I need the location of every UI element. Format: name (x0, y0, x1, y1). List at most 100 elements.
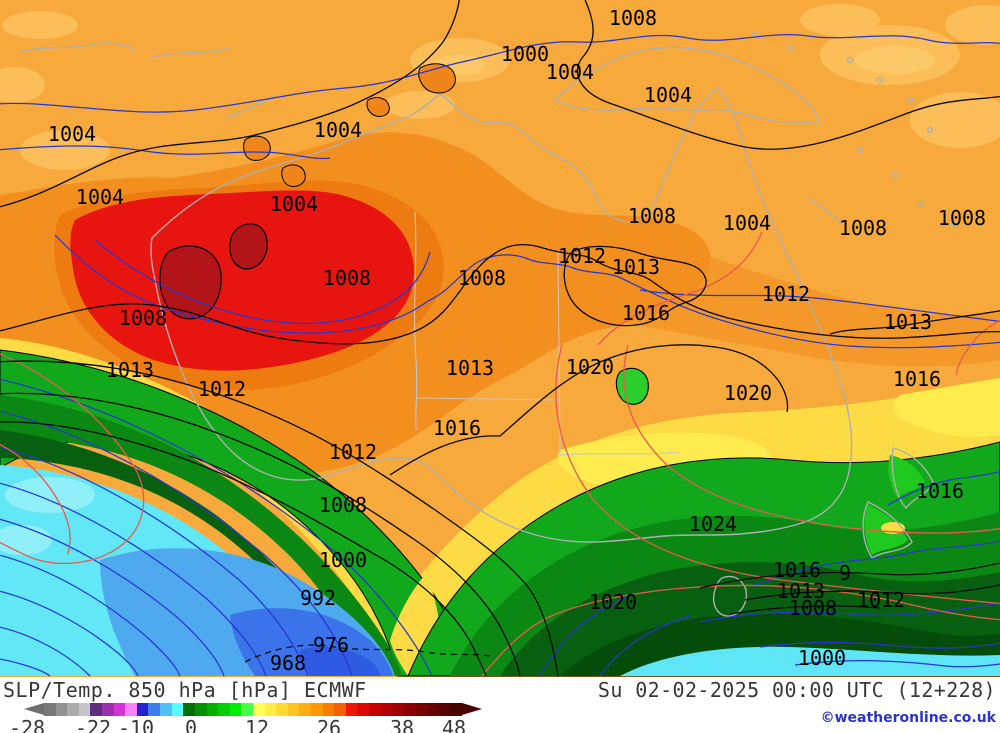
isobar-label: 1008 (628, 204, 676, 228)
isobar-label: 968 (270, 651, 306, 675)
colorbar-ticks: -28 -22 -10 0 12 26 38 48 (0, 716, 520, 733)
colorbar-segment (194, 703, 207, 716)
colorbar-tick-label: 0 (184, 716, 198, 733)
colorbar-segment (148, 703, 161, 716)
colorbar-segment (392, 703, 404, 716)
isobar-label: 1012 (762, 282, 810, 306)
colorbar-segment (102, 703, 114, 716)
isobar-label: 1020 (566, 355, 614, 379)
new-guinea-coastline (553, 46, 820, 125)
colorbar-segment (380, 703, 393, 716)
colorbar-segment (206, 703, 219, 716)
colorbar-segment (334, 703, 346, 716)
isobar-label: 1004 (48, 122, 96, 146)
colorbar-segment (415, 703, 428, 716)
colorbar-segment (183, 703, 195, 716)
isobar-label: 1013 (106, 358, 154, 382)
colorbar-segment (299, 703, 312, 716)
colorbar-segment (264, 703, 277, 716)
isobar-label: 1016 (433, 416, 481, 440)
isobar-label: 1008 (609, 6, 657, 30)
colorbar-tick-label: 12 (244, 716, 270, 733)
colorbar-tick-label: 48 (441, 716, 467, 733)
colorbar-segment (113, 703, 126, 716)
isobar-label: 1004 (76, 185, 124, 209)
isobar-label: 1024 (689, 512, 737, 536)
valid-time-label: Su 02-02-2025 00:00 UTC (12+228) (597, 678, 996, 702)
isobar-label: 1012 (198, 377, 246, 401)
new-zealand-coastline (891, 447, 934, 510)
colorbar-segment (369, 703, 381, 716)
colorbar-segment (44, 703, 56, 716)
map-title: SLP/Temp. 850 hPa [hPa] ECMWF (3, 678, 367, 702)
isobar-label: 1000 (798, 646, 846, 670)
isobar-label: 9 (839, 561, 851, 585)
isobar-label: 1020 (589, 590, 637, 614)
temperature-colorbar: -28 -22 -10 0 12 26 38 48 (0, 702, 520, 733)
isobar-label: 1020 (724, 381, 772, 405)
colorbar-segment (403, 703, 416, 716)
isobar-label: 1013 (612, 255, 660, 279)
australia-coastline (150, 87, 853, 543)
isobar-label: 1000 (501, 42, 549, 66)
new-caledonia-coastline (807, 197, 843, 225)
isobar-label: 1013 (884, 310, 932, 334)
isobar-label: 992 (300, 586, 336, 610)
colorbar-segment (357, 703, 370, 716)
isobar-label: 976 (313, 633, 349, 657)
colorbar-segment (171, 703, 184, 716)
tasmania-coastline (712, 575, 748, 617)
colorbar-segment (276, 703, 288, 716)
colorbar-segment (438, 703, 451, 716)
colorbar-segment (55, 703, 68, 716)
isobar-label: 1012 (558, 244, 606, 268)
colorbar-segment (345, 703, 358, 716)
isobar-label: 1008 (938, 206, 986, 230)
isobars-black (0, 0, 1000, 677)
isobar-label: 1013 (446, 356, 494, 380)
colorbar-segment (160, 703, 172, 716)
isobar-label: 1016 (893, 367, 941, 391)
colorbar-segment (67, 703, 79, 716)
isobar-label: 1004 (314, 118, 362, 142)
isobar-label: 1012 (857, 588, 905, 612)
isobar-label: 1012 (329, 440, 377, 464)
colorbar-segment (241, 703, 253, 716)
isobar-label: 1016 (622, 301, 670, 325)
isobar-label: 1008 (839, 216, 887, 240)
colorbar-segment (322, 703, 335, 716)
isobar-label: 1008 (458, 266, 506, 290)
colorbar-right-arrow-icon (462, 703, 482, 715)
isobar-label: 1008 (789, 596, 837, 620)
isobar-label: 1004 (644, 83, 692, 107)
colorbar-segment (311, 703, 323, 716)
isobar-label: 1008 (323, 266, 371, 290)
colorbar-segment (90, 703, 103, 716)
colorbar-segment (450, 703, 462, 716)
colorbar-segment (78, 703, 91, 716)
isobar-label: 1004 (270, 192, 318, 216)
colorbar-segment (136, 703, 149, 716)
colorbar-segment (287, 703, 300, 716)
copyright-link[interactable]: ©weatheronline.co.uk (820, 710, 996, 726)
colorbar-left-arrow-icon (24, 703, 44, 715)
isobar-label: 1008 (119, 306, 167, 330)
colorbar-tick-label: 38 (389, 716, 415, 733)
colorbar-segment (252, 703, 265, 716)
isobar-label: 1000 (319, 548, 367, 572)
colorbar-segment (125, 703, 137, 716)
colorbar-gradient (44, 703, 462, 716)
isobar-label: 1004 (546, 60, 594, 84)
colorbar-segment (218, 703, 230, 716)
isobar-label: 1016 (916, 479, 964, 503)
colorbar-tick-label: 26 (316, 716, 342, 733)
colorbar-tick-label: -22 (74, 716, 112, 733)
map-footer: SLP/Temp. 850 hPa [hPa] ECMWF Su 02-02-2… (0, 677, 1000, 733)
isobars-blue (0, 33, 1000, 677)
colorbar-tick-label: -28 (8, 716, 46, 733)
colorbar-segment (229, 703, 242, 716)
isobar-label: 1016 (773, 558, 821, 582)
